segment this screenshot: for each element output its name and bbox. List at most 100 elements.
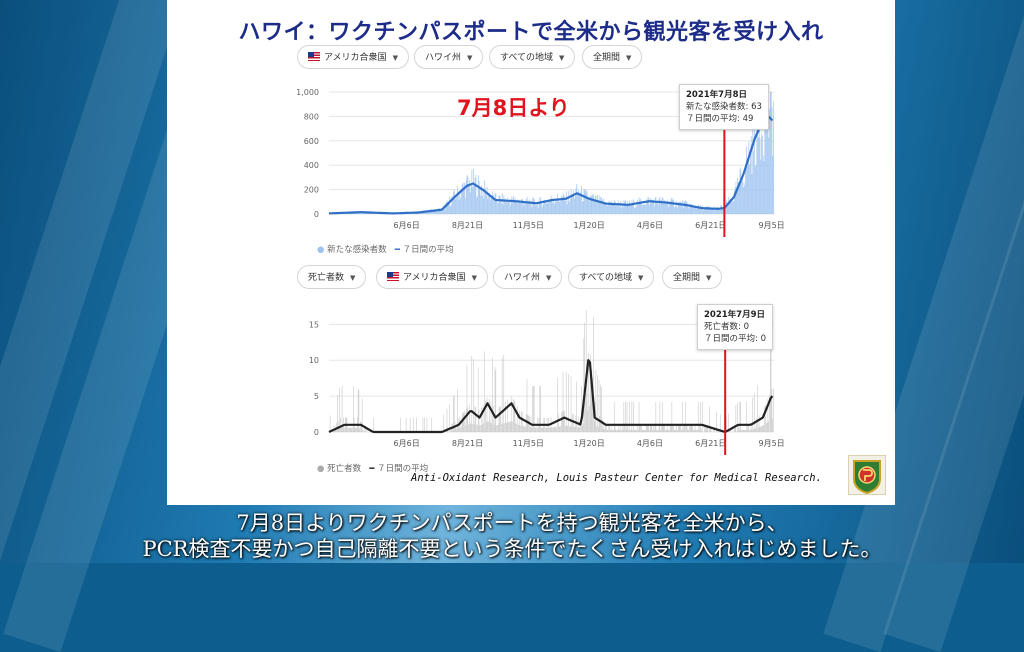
y-tick-label: 1,000 xyxy=(296,88,319,97)
filter-label: アメリカ合衆国 xyxy=(324,53,387,63)
case-bar xyxy=(487,186,488,214)
death-bar xyxy=(742,430,743,432)
case-bar xyxy=(589,201,590,214)
case-bar xyxy=(660,204,661,214)
x-tick-label: 4月6日 xyxy=(637,439,663,448)
filter-period-top[interactable]: 全期間▼ xyxy=(582,45,642,69)
case-bar xyxy=(683,208,684,214)
case-bar xyxy=(568,191,569,214)
case-bar xyxy=(669,204,670,214)
death-bar xyxy=(466,409,467,432)
death-bar xyxy=(499,407,500,432)
filter-state-top[interactable]: ハワイ州▼ xyxy=(414,45,483,69)
death-bar xyxy=(766,423,767,432)
case-bar xyxy=(721,206,722,214)
dropdown-arrow-icon: ▼ xyxy=(638,266,643,290)
death-bar xyxy=(455,429,456,432)
death-bar xyxy=(627,402,628,432)
case-bar xyxy=(728,197,729,214)
death-bar xyxy=(636,430,637,432)
case-bar xyxy=(770,92,771,214)
case-bar xyxy=(495,193,496,214)
case-bar xyxy=(627,201,628,214)
case-bar xyxy=(748,158,749,214)
death-bar xyxy=(560,426,561,432)
death-bar xyxy=(573,414,574,432)
death-bar xyxy=(684,425,685,432)
death-bar xyxy=(622,425,623,432)
case-bar xyxy=(524,203,525,214)
death-bar xyxy=(561,412,562,432)
case-bar xyxy=(696,209,697,214)
x-tick-label: 9月5日 xyxy=(759,439,785,448)
filter-country-top[interactable]: アメリカ合衆国▼ xyxy=(297,45,409,69)
death-bar xyxy=(665,430,666,432)
case-bar xyxy=(586,190,587,214)
death-bar xyxy=(646,425,647,432)
filter-period-bottom[interactable]: 全期間▼ xyxy=(662,265,722,289)
filter-metric-bottom[interactable]: 死亡者数▼ xyxy=(297,265,366,289)
death-bar xyxy=(359,429,360,432)
death-bar xyxy=(556,427,557,432)
tooltip-title: 2021年7月9日 xyxy=(704,309,766,321)
death-bar xyxy=(423,418,424,432)
death-bar xyxy=(471,356,472,432)
case-bar xyxy=(487,199,488,214)
case-bar xyxy=(644,204,645,214)
case-bar xyxy=(556,202,557,214)
death-bar xyxy=(547,428,548,432)
death-bar xyxy=(567,426,568,432)
case-bar xyxy=(527,197,528,214)
case-bar xyxy=(496,200,497,214)
death-bar xyxy=(406,418,407,432)
case-bar xyxy=(457,186,458,214)
death-bar xyxy=(632,430,633,432)
death-bar xyxy=(673,425,674,432)
death-bar xyxy=(572,414,573,432)
death-bar xyxy=(340,418,341,432)
death-bar xyxy=(570,426,571,432)
case-bar xyxy=(611,201,612,214)
filter-country-bottom[interactable]: アメリカ合衆国▼ xyxy=(376,265,488,289)
case-bar xyxy=(512,202,513,214)
case-bar xyxy=(447,200,448,214)
death-bar xyxy=(743,430,744,432)
death-bar xyxy=(497,425,498,432)
case-bar xyxy=(732,201,733,214)
dropdown-arrow-icon: ▼ xyxy=(559,46,564,70)
case-bar xyxy=(744,182,745,214)
death-bar xyxy=(555,427,556,432)
death-bar xyxy=(517,406,518,432)
filter-region-bottom[interactable]: すべての地域▼ xyxy=(568,265,654,289)
death-bar xyxy=(542,428,543,432)
case-bar xyxy=(631,205,632,214)
case-bar xyxy=(494,201,495,214)
filter-state-bottom[interactable]: ハワイ州▼ xyxy=(493,265,562,289)
case-bar xyxy=(688,208,689,214)
death-bar xyxy=(563,372,564,432)
case-bar xyxy=(632,204,633,214)
case-bar xyxy=(637,199,638,214)
case-bar xyxy=(668,207,669,214)
case-bar xyxy=(554,204,555,214)
legend-dot-icon: ● xyxy=(317,464,324,474)
case-bar xyxy=(736,193,737,214)
death-bar xyxy=(525,426,526,432)
death-bar xyxy=(763,426,764,432)
filter-region-top[interactable]: すべての地域▼ xyxy=(489,45,575,69)
case-bar xyxy=(584,189,585,214)
slide-title: ハワイ：ワクチンパスポートで全米から観光客を受け入れ xyxy=(167,14,895,46)
death-bar xyxy=(348,428,349,432)
death-bar xyxy=(690,425,691,432)
death-bar xyxy=(680,425,681,432)
death-bar xyxy=(522,412,523,432)
case-bar xyxy=(499,195,500,214)
death-bar xyxy=(475,407,476,432)
death-bar xyxy=(616,430,617,432)
case-bar xyxy=(744,185,745,214)
death-bar xyxy=(773,389,774,432)
case-bar xyxy=(630,205,631,214)
case-bar xyxy=(444,209,445,214)
case-bar xyxy=(535,206,536,214)
x-tick-label: 6月21日 xyxy=(695,439,726,448)
